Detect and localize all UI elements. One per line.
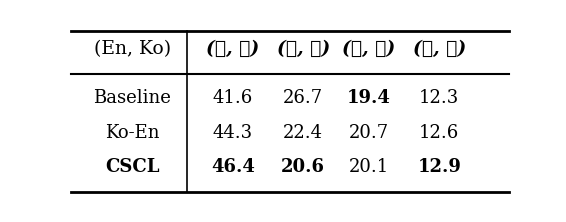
Text: 12.9: 12.9 (417, 158, 461, 176)
Text: 12.6: 12.6 (419, 124, 460, 142)
Text: (✓, ✓): (✓, ✓) (207, 40, 260, 58)
Text: 26.7: 26.7 (283, 89, 323, 107)
Text: CSCL: CSCL (105, 158, 160, 176)
Text: Ko-En: Ko-En (105, 124, 160, 142)
Text: 20.1: 20.1 (349, 158, 389, 176)
Text: 20.6: 20.6 (281, 158, 325, 176)
Text: 44.3: 44.3 (213, 124, 253, 142)
Text: (✓, ✗): (✓, ✗) (277, 40, 330, 58)
Text: (✗, ✗): (✗, ✗) (413, 40, 466, 58)
Text: 41.6: 41.6 (213, 89, 253, 107)
Text: 12.3: 12.3 (419, 89, 460, 107)
Text: 46.4: 46.4 (211, 158, 255, 176)
Text: (En, Ko): (En, Ko) (93, 40, 171, 58)
Text: 22.4: 22.4 (283, 124, 323, 142)
Text: 20.7: 20.7 (349, 124, 389, 142)
Text: (✗, ✓): (✗, ✓) (342, 40, 396, 58)
Text: Baseline: Baseline (93, 89, 171, 107)
Text: 19.4: 19.4 (347, 89, 391, 107)
